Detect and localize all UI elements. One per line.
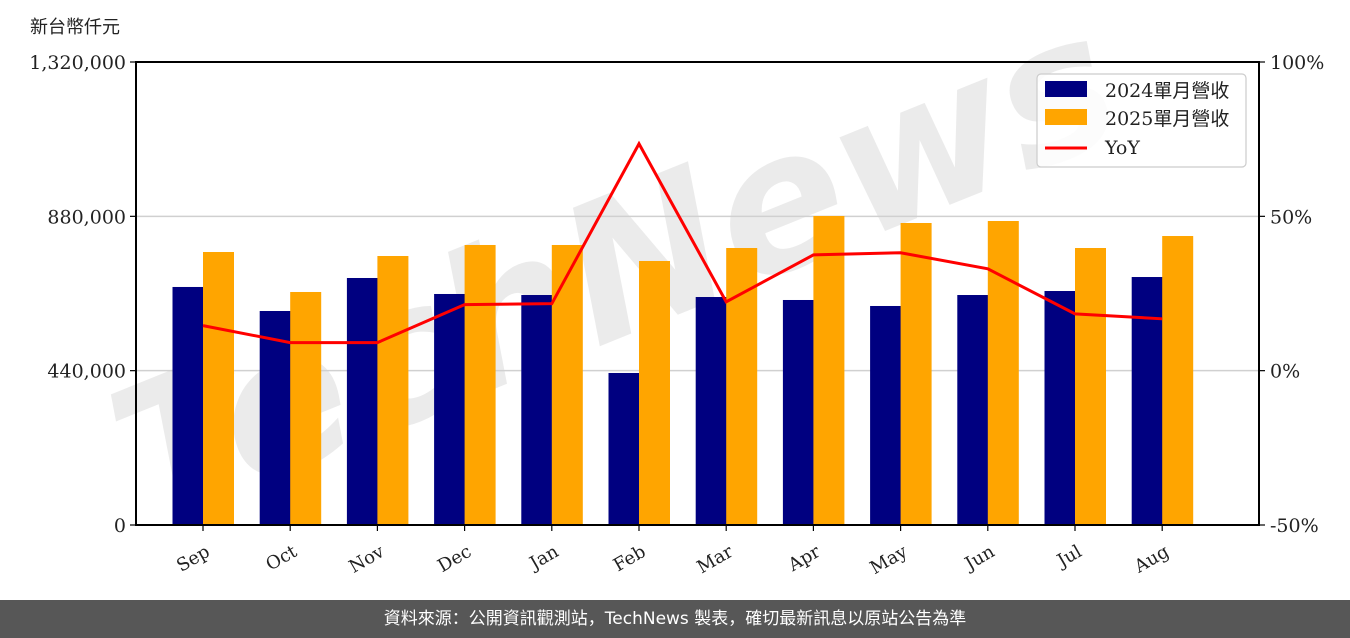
legend-label-2024: 2024單月營收: [1105, 80, 1229, 102]
bar-2024: [434, 293, 466, 525]
bar-2025: [639, 260, 670, 525]
y-tick-label: 0: [114, 515, 126, 537]
legend-swatch-2024: [1045, 81, 1087, 97]
bar-2025: [726, 248, 758, 525]
chart: TechNews0440,000880,0001,320,000-50%0%50…: [29, 0, 1324, 579]
legend-label-2025: 2025單月營收: [1105, 108, 1229, 130]
y-tick-label: 440,000: [47, 361, 126, 383]
y-right-tick-label: 0%: [1270, 361, 1300, 383]
bar-2024: [870, 305, 902, 525]
bar-2025: [813, 215, 845, 525]
bar-2025: [551, 244, 583, 525]
x-tick-label: Jun: [960, 541, 999, 576]
x-tick-label: Nov: [346, 541, 389, 578]
legend: [1036, 73, 1247, 168]
legend-label-yoy: YoY: [1104, 137, 1140, 159]
bar-2024: [172, 286, 204, 525]
bar-2024: [695, 297, 727, 525]
bar-2024: [1131, 277, 1163, 525]
bar-2025: [1162, 236, 1194, 525]
x-tick-label: Oct: [262, 541, 301, 576]
y-right-tick-label: -50%: [1270, 515, 1319, 537]
bar-2024: [957, 295, 989, 525]
x-tick-label: Jul: [1052, 541, 1086, 573]
bar-2025: [900, 222, 932, 525]
x-tick-label: Mar: [693, 541, 737, 578]
yoy-line: [202, 140, 1163, 345]
bar-2024: [346, 277, 378, 525]
bar-2025: [203, 252, 234, 525]
bar-2024: [782, 299, 814, 525]
bar-2024: [1044, 291, 1076, 525]
x-tick-label: Dec: [434, 541, 475, 577]
plot-frame: [135, 61, 1260, 526]
unit-label: 新台幣仟元: [30, 17, 120, 38]
y-tick-label: 880,000: [47, 206, 126, 228]
bar-2025: [290, 291, 322, 525]
bar-2025: [377, 256, 409, 525]
bar-2025: [1075, 248, 1106, 525]
x-tick-label: Aug: [1130, 541, 1173, 578]
x-tick-label: Jan: [524, 541, 562, 575]
bar-2024: [521, 295, 553, 525]
bar-2024: [259, 311, 291, 525]
bar-2025: [464, 244, 496, 525]
x-tick-label: Apr: [784, 541, 824, 576]
x-tick-label: Feb: [610, 541, 650, 576]
y-right-tick-label: 100%: [1270, 52, 1324, 74]
source-footer: 資料來源：公開資訊觀測站，TechNews 製表，確切最新訊息以原站公告為準: [0, 600, 1350, 638]
bar-2025: [987, 220, 1019, 525]
x-tick-label: May: [867, 541, 912, 579]
legend-swatch-2025: [1045, 109, 1087, 125]
bar-2024: [608, 372, 640, 525]
y-right-tick-label: 50%: [1270, 206, 1312, 228]
y-tick-label: 1,320,000: [29, 52, 126, 74]
